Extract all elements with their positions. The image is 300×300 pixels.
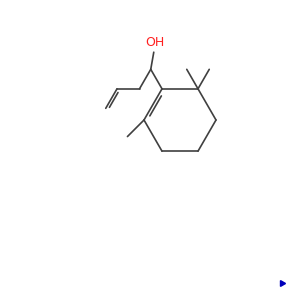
Polygon shape xyxy=(280,280,286,286)
Text: OH: OH xyxy=(146,36,165,49)
